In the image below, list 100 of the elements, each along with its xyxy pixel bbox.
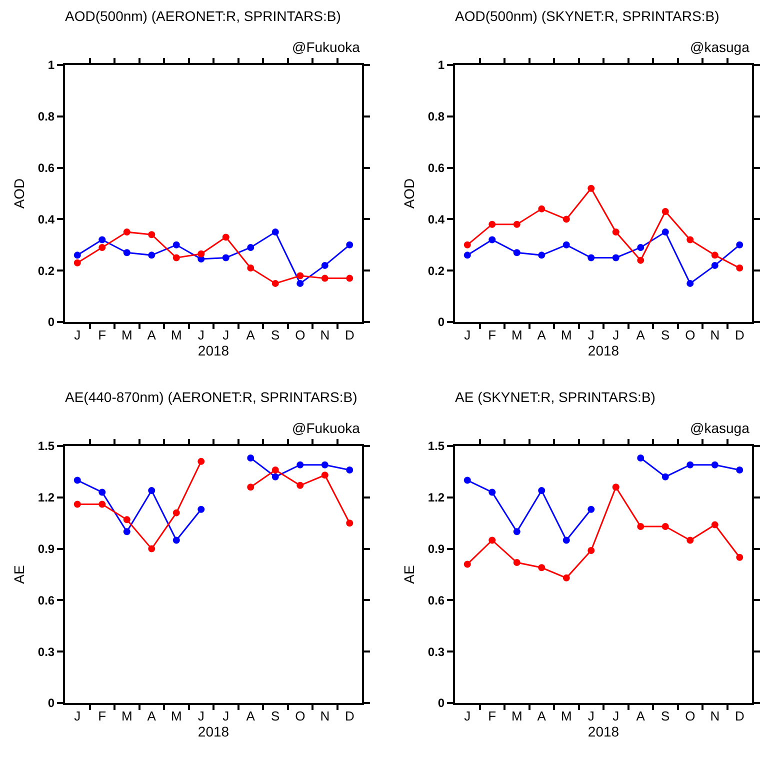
point (588, 254, 595, 262)
y-tick-label: 0.6 (38, 161, 55, 175)
x-tick-label: A (537, 708, 546, 724)
point (711, 262, 718, 269)
x-axis-title: 2018 (198, 724, 230, 740)
x-tick-label: D (344, 708, 354, 724)
point (513, 559, 520, 566)
point (74, 500, 81, 508)
point (464, 560, 471, 568)
y-tick-label: 1.5 (38, 439, 55, 454)
point (296, 461, 304, 468)
point (198, 458, 205, 465)
x-tick-label: J (198, 708, 204, 724)
y-axis-title: AE (11, 565, 28, 584)
point (346, 241, 354, 248)
x-tick-label: D (344, 328, 354, 343)
y-tick-label: 1 (48, 58, 55, 72)
point (123, 528, 130, 536)
y-tick-label: 0.8 (428, 110, 445, 124)
x-tick-label: S (271, 328, 280, 343)
point (736, 264, 744, 272)
point (538, 487, 546, 494)
x-tick-label: N (710, 708, 720, 724)
point (562, 536, 570, 544)
point (711, 461, 718, 468)
point (272, 466, 279, 474)
y-axis-title: AOD (11, 178, 28, 209)
point (538, 252, 546, 259)
point (562, 574, 570, 582)
x-tick-label: M (560, 708, 572, 724)
y-tick-label: 0 (48, 315, 55, 330)
point (222, 254, 230, 262)
x-tick-label: J (588, 328, 594, 343)
x-tick-label: M (560, 328, 572, 343)
point (464, 252, 471, 259)
point (272, 473, 279, 480)
point (736, 554, 744, 561)
point (662, 473, 669, 480)
x-tick-label: M (121, 708, 132, 724)
point (123, 516, 130, 524)
point (588, 184, 595, 192)
point (488, 488, 496, 496)
y-tick-label: 0.4 (38, 212, 55, 226)
point (488, 536, 496, 544)
chart-title: AOD(500nm) (AERONET:R, SPRINTARS:B) (65, 8, 341, 24)
point (123, 228, 130, 236)
x-tick-label: S (661, 708, 670, 724)
point (296, 482, 304, 489)
x-tick-label: O (295, 708, 306, 724)
point (198, 250, 205, 258)
point (562, 241, 570, 248)
point (321, 262, 328, 269)
y-tick-label: 0.6 (38, 593, 55, 608)
point (321, 274, 328, 282)
x-tick-label: M (121, 328, 132, 343)
point (172, 509, 180, 516)
y-tick-label: 0.3 (428, 644, 445, 659)
chart-subtitle: @Fukuoka (292, 39, 360, 55)
chart-subtitle: @kasuga (690, 420, 750, 436)
x-tick-label: F (98, 708, 106, 724)
y-tick-label: 0.2 (38, 264, 55, 278)
x-tick-label: S (271, 708, 280, 724)
point (272, 280, 279, 287)
x-tick-label: J (198, 328, 204, 343)
x-tick-label: F (488, 708, 496, 724)
x-tick-label: N (320, 328, 330, 343)
point (612, 228, 620, 236)
x-tick-label: A (246, 328, 256, 343)
point (247, 244, 254, 251)
x-tick-label: O (685, 328, 696, 343)
point (148, 252, 156, 259)
point (662, 523, 669, 530)
point (247, 264, 254, 272)
point (538, 564, 546, 572)
y-tick-label: 1 (438, 58, 445, 72)
x-tick-label: A (246, 708, 256, 724)
point (148, 545, 156, 552)
point (464, 476, 471, 484)
point (686, 280, 694, 287)
x-tick-label: J (612, 708, 620, 724)
x-axis-title: 2018 (588, 724, 620, 740)
x-tick-label: S (661, 328, 670, 343)
point (296, 272, 304, 280)
point (198, 506, 205, 513)
point (346, 274, 354, 282)
point (612, 254, 620, 262)
x-axis-title: 2018 (198, 342, 230, 359)
y-tick-label: 0.8 (38, 110, 55, 124)
x-tick-label: J (464, 328, 471, 343)
y-tick-label: 1.2 (38, 490, 55, 505)
y-tick-label: 0 (438, 315, 445, 330)
point (538, 205, 546, 212)
point (513, 220, 520, 228)
point (711, 252, 718, 259)
point (488, 220, 496, 228)
point (346, 466, 354, 474)
chart-title: AOD(500nm) (SKYNET:R, SPRINTARS:B) (455, 8, 720, 24)
chart-title: AE (SKYNET:R, SPRINTARS:B) (455, 389, 656, 406)
x-tick-label: A (636, 708, 646, 724)
point (98, 488, 106, 496)
